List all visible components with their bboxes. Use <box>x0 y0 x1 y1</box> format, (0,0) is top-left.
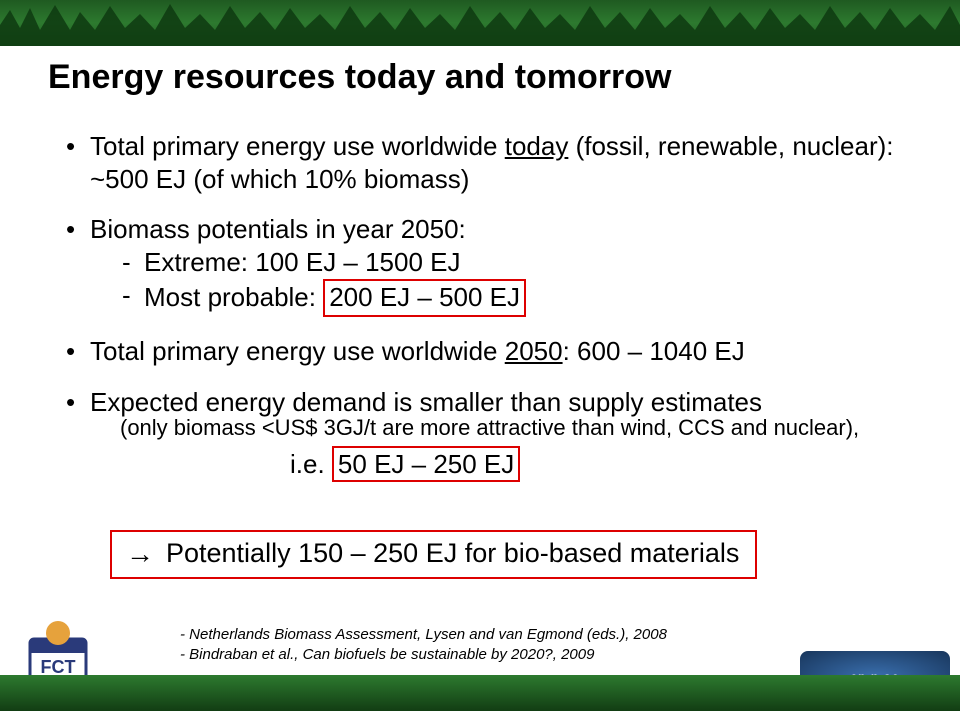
text: Expected energy demand is smaller than s… <box>90 387 762 417</box>
underlined-word: today <box>505 131 569 161</box>
sub-item-1: Extreme: 100 EJ – 1500 EJ <box>144 246 900 280</box>
bullet-list: Total primary energy use worldwide today… <box>60 130 900 482</box>
text: Total primary energy use worldwide <box>90 131 505 161</box>
ie-line: i.e. 50 EJ – 250 EJ <box>90 446 900 483</box>
bottom-decorative-band <box>0 675 960 711</box>
svg-text:FCT: FCT <box>41 657 76 677</box>
parenthetical: (only biomass <US$ 3GJ/t are more attrac… <box>90 414 900 442</box>
arrow-icon: → <box>126 538 154 570</box>
slide: Energy resources today and tomorrow Tota… <box>0 0 960 711</box>
text: i.e. <box>290 449 332 479</box>
highlighted-value: 200 EJ – 500 EJ <box>323 279 526 317</box>
text: : 600 – 1040 EJ <box>563 336 745 366</box>
tree-silhouette <box>0 0 960 46</box>
bullet-item-4: Expected energy demand is smaller than s… <box>60 386 900 483</box>
text: Total primary energy use worldwide <box>90 336 505 366</box>
sub-list: Extreme: 100 EJ – 1500 EJ Most probable:… <box>90 246 900 318</box>
bullet-item-3: Total primary energy use worldwide 2050:… <box>60 335 900 368</box>
top-decorative-band <box>0 0 960 46</box>
citation-2: - Bindraban et al., Can biofuels be sust… <box>180 645 667 665</box>
text: Biomass potentials in year 2050: <box>90 214 466 244</box>
bullet-item-2: Biomass potentials in year 2050: Extreme… <box>60 213 900 317</box>
conclusion-box: → Potentially 150 – 250 EJ for bio-based… <box>110 530 757 579</box>
content-area: Total primary energy use worldwide today… <box>60 130 900 500</box>
citations: - Netherlands Biomass Assessment, Lysen … <box>180 625 667 666</box>
bullet-item-1: Total primary energy use worldwide today… <box>60 130 900 195</box>
sub-item-2: Most probable: 200 EJ – 500 EJ <box>144 279 900 317</box>
underlined-word: 2050 <box>505 336 563 366</box>
slide-title: Energy resources today and tomorrow <box>48 58 672 97</box>
text: Most probable: <box>144 282 323 312</box>
citation-1: - Netherlands Biomass Assessment, Lysen … <box>180 625 667 645</box>
conclusion-text: Potentially 150 – 250 EJ for bio-based m… <box>166 538 739 568</box>
highlighted-value: 50 EJ – 250 EJ <box>332 446 520 483</box>
